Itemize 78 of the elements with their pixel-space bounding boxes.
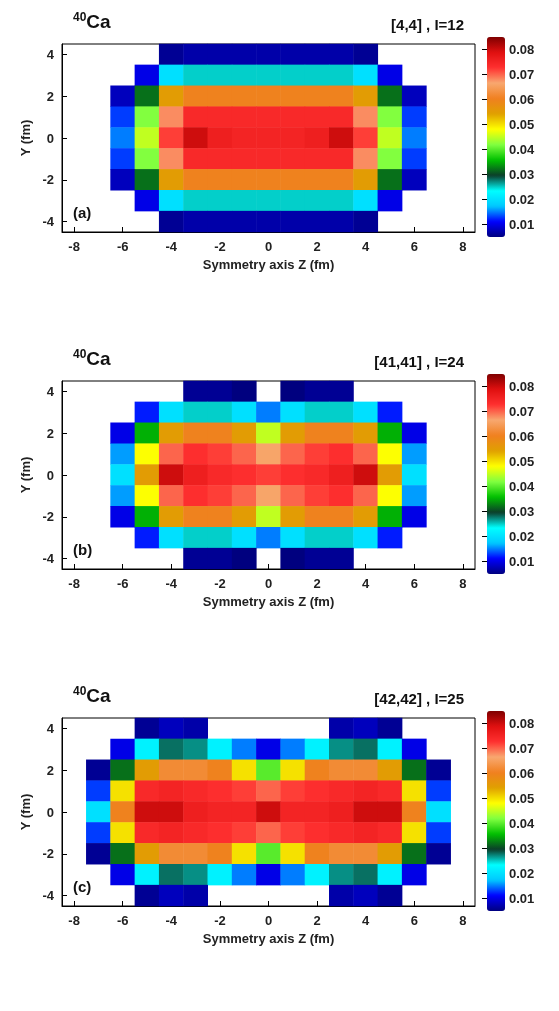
x-tick-label: 8 (459, 239, 467, 254)
x-tick-label: -2 (214, 576, 226, 591)
color-bar-label: 0.02 (509, 192, 535, 207)
y-axis-title: Y (fm) (17, 456, 33, 494)
color-bar-label: 0.08 (509, 716, 535, 731)
y-tick-label: -4 (42, 214, 55, 230)
y-tick-label: 4 (46, 46, 55, 62)
chart-subtitle: [42,42] , I=25 (374, 690, 465, 707)
x-tick-label: 4 (362, 576, 371, 591)
color-bar-label: 0.05 (509, 454, 535, 469)
color-bar-label: 0.07 (509, 741, 535, 756)
x-tick-label: 2 (313, 239, 321, 254)
y-tick-label: -2 (42, 846, 54, 862)
y-tick-label: -2 (42, 509, 54, 525)
x-axis-title: Symmetry axis Z (fm) (202, 256, 335, 272)
color-bar-label: 0.07 (509, 67, 535, 82)
annotation: (a) (73, 204, 92, 221)
color-bar-label: 0.06 (509, 766, 535, 781)
x-tick-label: -6 (116, 239, 129, 254)
color-bar-label: 0.03 (509, 841, 535, 856)
y-tick-label: 2 (46, 425, 54, 441)
color-bar-label: 0.02 (509, 529, 535, 544)
x-tick-label: 0 (264, 913, 273, 928)
x-tick-label: -2 (214, 913, 226, 928)
x-tick-label: 0 (264, 576, 273, 591)
color-bar-label: 0.06 (509, 429, 535, 444)
x-tick-label: 6 (410, 239, 418, 254)
color-bar-label: 0.01 (509, 891, 535, 906)
x-tick-label: -2 (214, 239, 226, 254)
x-tick-label: -4 (165, 913, 178, 928)
color-bar-label: 0.04 (509, 479, 536, 494)
x-tick-label: -4 (165, 239, 178, 254)
color-bar-label: 0.01 (509, 554, 535, 569)
x-tick-label: 2 (313, 913, 321, 928)
color-bar-label: 0.08 (509, 379, 535, 394)
x-tick-label: 8 (459, 913, 467, 928)
y-tick-label: -2 (42, 172, 54, 188)
color-bar-label: 0.01 (509, 217, 535, 232)
x-tick-label: -6 (116, 913, 129, 928)
annotation: (b) (73, 541, 93, 558)
x-tick-label: 2 (313, 576, 321, 591)
chart-subtitle: [4,4] , I=12 (391, 16, 465, 33)
x-tick-label: 6 (410, 913, 418, 928)
color-bar-label: 0.05 (509, 117, 535, 132)
y-tick-label: 0 (46, 804, 54, 820)
y-tick-label: 2 (46, 88, 54, 104)
x-tick-label: 4 (362, 913, 371, 928)
x-tick-label: -8 (68, 576, 80, 591)
x-tick-label: -8 (68, 239, 80, 254)
color-bar-label: 0.02 (509, 866, 535, 881)
y-tick-label: -4 (42, 888, 55, 904)
color-bar-label: 0.04 (509, 816, 536, 831)
y-axis-title: Y (fm) (17, 119, 33, 157)
x-axis-title: Symmetry axis Z (fm) (202, 593, 335, 609)
y-tick-label: 0 (46, 130, 54, 146)
color-bar-label: 0.03 (509, 504, 535, 519)
x-tick-label: -4 (165, 576, 178, 591)
y-axis-title: Y (fm) (17, 793, 33, 831)
x-tick-label: 8 (459, 576, 467, 591)
color-bar-label: 0.08 (509, 42, 535, 57)
color-bar-label: 0.05 (509, 791, 535, 806)
x-tick-label: 6 (410, 576, 418, 591)
x-axis-title: Symmetry axis Z (fm) (202, 930, 335, 946)
x-tick-label: -8 (68, 913, 80, 928)
x-tick-label: -6 (116, 576, 129, 591)
x-tick-label: 0 (264, 239, 273, 254)
y-tick-label: -4 (42, 551, 55, 567)
color-bar-label: 0.07 (509, 404, 535, 419)
color-bar-label: 0.03 (509, 167, 535, 182)
color-bar-label: 0.04 (509, 142, 536, 157)
annotation: (c) (73, 878, 92, 895)
chart-subtitle: [41,41] , I=24 (374, 353, 465, 370)
y-tick-label: 0 (46, 467, 54, 483)
y-tick-label: 4 (46, 383, 55, 399)
x-tick-label: 4 (362, 239, 371, 254)
y-tick-label: 4 (46, 720, 55, 736)
y-tick-label: 2 (46, 762, 54, 778)
color-bar-label: 0.06 (509, 92, 535, 107)
